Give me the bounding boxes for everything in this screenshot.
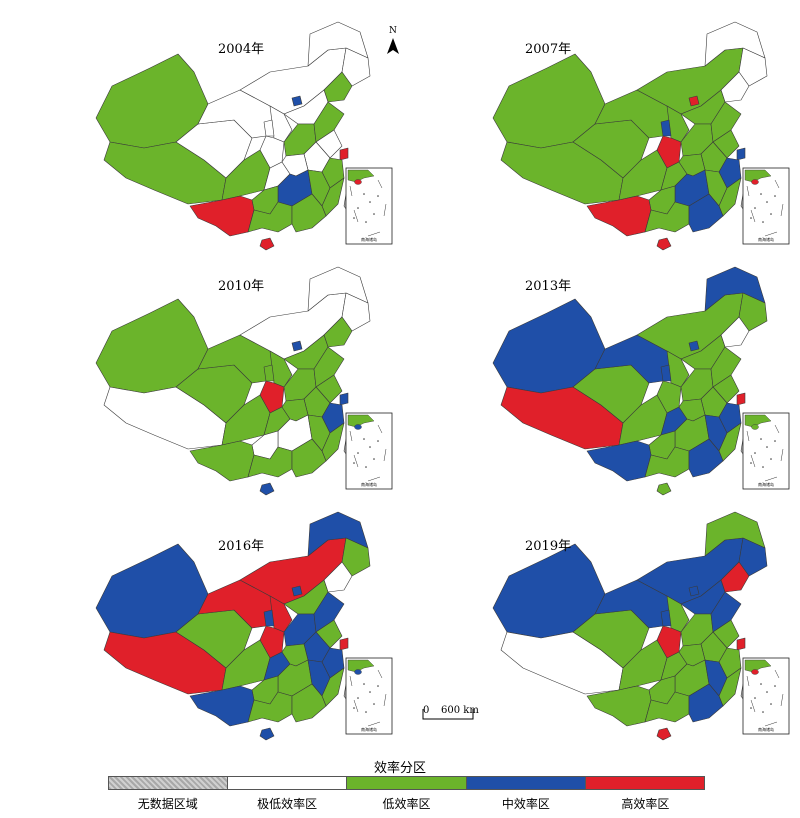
province-beijing: [291, 585, 303, 597]
panel-year-label: 2013年: [525, 279, 572, 294]
province-hainan: [656, 727, 672, 741]
province-beijing: [688, 340, 700, 352]
province-hainan: [259, 237, 275, 251]
legend-label-high: 高效率区: [621, 797, 670, 811]
province-hainan: [656, 482, 672, 496]
province-ningxia: [263, 364, 275, 382]
province-shandong: [710, 591, 742, 633]
south-china-sea-inset: 南海诸岛: [345, 412, 393, 490]
inset-label: 南海诸岛: [758, 726, 774, 732]
province-heilongjiang: [704, 511, 766, 557]
north-arrow-icon: [387, 38, 399, 54]
panel-year-label: 2004年: [218, 42, 265, 57]
province-hainan: [259, 727, 275, 741]
inset-label: 南海诸岛: [361, 236, 377, 242]
south-china-sea-inset: 南海诸岛: [345, 657, 393, 735]
panel-year-label: 2019年: [525, 539, 572, 554]
china-province-map: 南海诸岛: [95, 266, 393, 496]
province-shandong: [710, 101, 742, 143]
province-ningxia: [263, 609, 275, 627]
province-hainan: [259, 482, 275, 496]
province-guangdong: [688, 438, 724, 478]
legend-label-very-low: 极低效率区: [257, 797, 318, 811]
province-heilongjiang: [307, 21, 369, 67]
south-china-sea-inset: 南海诸岛: [742, 412, 790, 490]
panel-year-label: 2007年: [525, 42, 572, 57]
province-guangdong: [688, 683, 724, 723]
province-shandong: [313, 101, 345, 143]
province-ningxia: [660, 119, 672, 137]
legend-swatch-high: [585, 777, 705, 789]
province-ningxia: [660, 364, 672, 382]
south-china-sea-inset: 南海诸岛: [345, 167, 393, 245]
map-panel-2010: 南海诸岛 2010年: [8, 255, 398, 510]
china-province-map: 南海诸岛: [492, 511, 790, 741]
province-guangdong: [291, 193, 327, 233]
legend-swatch-mid: [466, 777, 586, 789]
province-shanghai: [339, 392, 349, 406]
legend-label-no-data: 无数据区域: [137, 797, 198, 811]
map-panel-2007: 南海诸岛 2007年: [405, 10, 795, 265]
inset-label: 南海诸岛: [758, 236, 774, 242]
panel-year-label: 2010年: [218, 279, 265, 294]
province-beijing: [291, 95, 303, 107]
province-hainan: [656, 237, 672, 251]
china-province-map: 南海诸岛: [95, 511, 393, 741]
legend-swatch-low: [347, 777, 467, 789]
legend-label-low: 低效率区: [382, 797, 431, 811]
scale-bar: [422, 709, 474, 720]
panel-year-label: 2016年: [218, 539, 265, 554]
province-guangdong: [291, 438, 327, 478]
province-ningxia: [660, 609, 672, 627]
south-china-sea-inset: 南海诸岛: [742, 167, 790, 245]
china-province-map: 南海诸岛: [492, 21, 790, 251]
scale-distance-label: 600 km: [441, 705, 479, 716]
province-heilongjiang: [307, 511, 369, 557]
north-label: N: [389, 26, 397, 36]
province-shandong: [313, 346, 345, 388]
province-shandong: [710, 346, 742, 388]
province-shanghai: [736, 392, 746, 406]
south-china-sea-inset: 南海诸岛: [742, 657, 790, 735]
map-panel-2019: 南海诸岛 2019年: [405, 500, 795, 755]
province-guangdong: [688, 193, 724, 233]
map-panel-2013: 南海诸岛 2013年: [405, 255, 795, 510]
inset-label: 南海诸岛: [758, 481, 774, 487]
province-beijing: [291, 340, 303, 352]
legend-swatch-very-low: [228, 777, 348, 789]
inset-label: 南海诸岛: [361, 726, 377, 732]
province-shandong: [313, 591, 345, 633]
province-shanghai: [339, 147, 349, 161]
legend-swatch-no-data: [109, 777, 229, 789]
china-province-map: 南海诸岛: [492, 266, 790, 496]
scale-zero-label: 0: [423, 705, 430, 716]
province-shanghai: [736, 637, 746, 651]
province-shanghai: [339, 637, 349, 651]
province-heilongjiang: [307, 266, 369, 312]
inset-label: 南海诸岛: [361, 481, 377, 487]
province-guangdong: [291, 683, 327, 723]
legend-color-bar: [108, 776, 705, 790]
province-heilongjiang: [704, 21, 766, 67]
province-shanghai: [736, 147, 746, 161]
china-province-map: 南海诸岛: [95, 21, 393, 251]
map-panel-2016: 南海诸岛 2016年: [8, 500, 398, 755]
province-heilongjiang: [704, 266, 766, 312]
legend-labels: 无数据区域 极低效率区 低效率区 中效率区 高效率区: [108, 795, 705, 812]
province-ningxia: [263, 119, 275, 137]
map-panel-2004: 南海诸岛 2004年: [8, 10, 398, 265]
legend-label-mid: 中效率区: [501, 797, 550, 811]
province-beijing: [688, 585, 700, 597]
province-beijing: [688, 95, 700, 107]
legend-title: 效率分区: [373, 761, 426, 776]
